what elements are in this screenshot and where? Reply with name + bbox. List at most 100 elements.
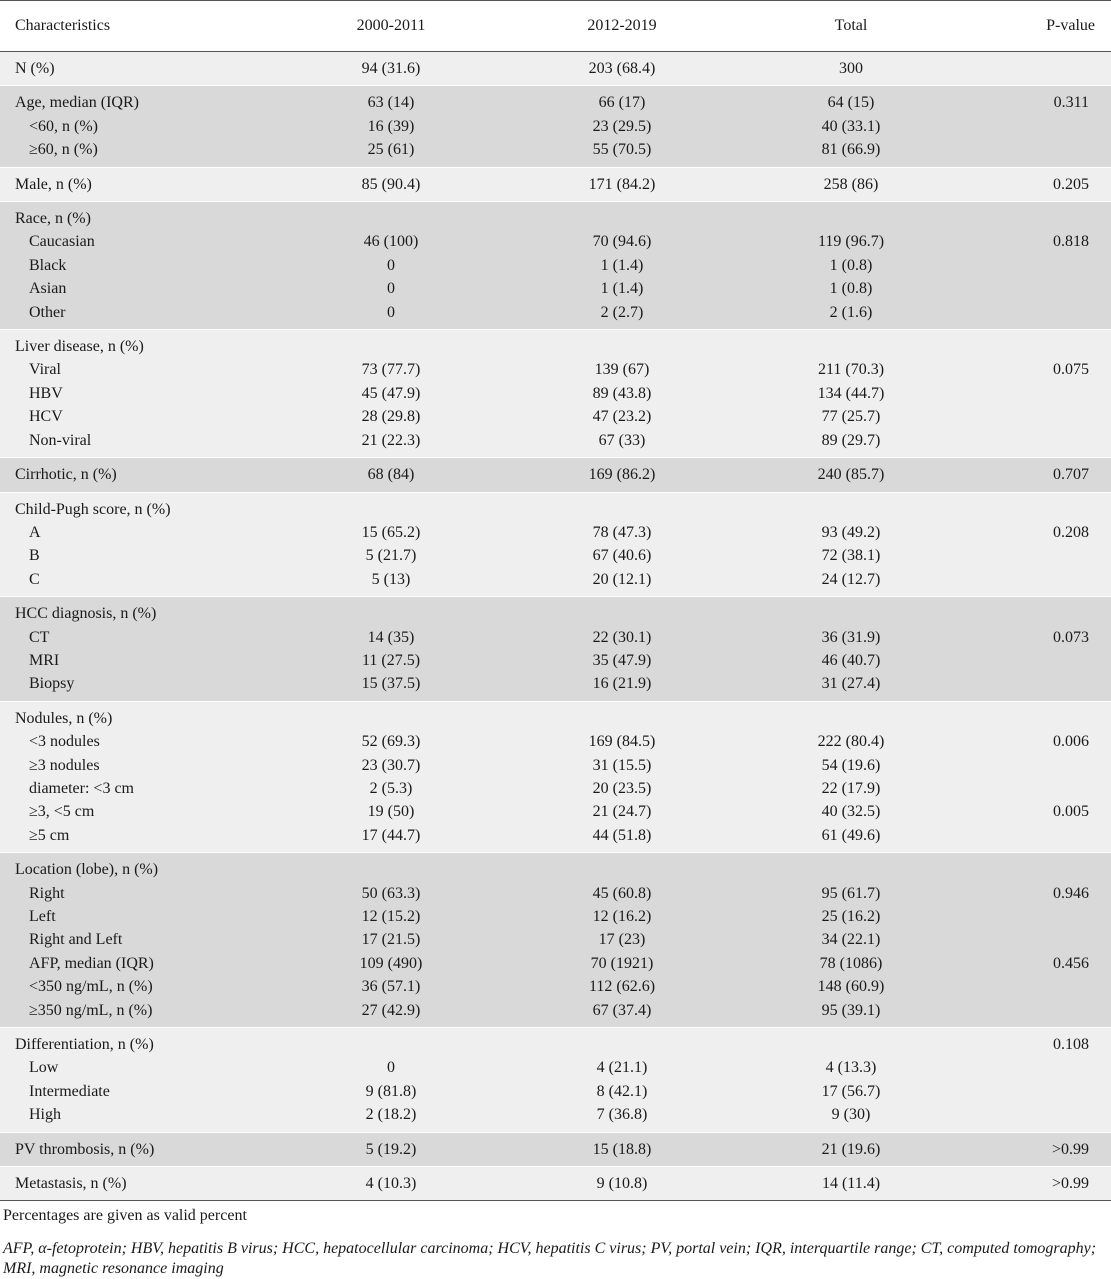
value-2012-2019: 16 (21.9) — [506, 672, 738, 702]
p-value — [964, 329, 1111, 359]
value-2012-2019 — [506, 1027, 738, 1057]
value-total: 134 (44.7) — [738, 381, 964, 406]
value-total: 24 (12.7) — [738, 567, 964, 597]
p-value — [964, 928, 1111, 952]
value-2000-2011: 109 (490) — [276, 951, 506, 976]
value-2012-2019 — [506, 329, 738, 359]
table-row: HCC diagnosis, n (%) — [0, 596, 1111, 626]
value-2000-2011: 45 (47.9) — [276, 381, 506, 406]
value-2012-2019: 67 (37.4) — [506, 998, 738, 1028]
value-2000-2011: 5 (21.7) — [276, 544, 506, 568]
value-2012-2019: 1 (1.4) — [506, 277, 738, 301]
value-2012-2019: 55 (70.5) — [506, 138, 738, 168]
value-2012-2019: 22 (30.1) — [506, 625, 738, 649]
value-2000-2011: 36 (57.1) — [276, 975, 506, 999]
table-row: ≥3 nodules 23 (30.7) 31 (15.5) 54 (19.6) — [0, 753, 1111, 777]
table-row: Race, n (%) — [0, 201, 1111, 231]
value-total: 31 (27.4) — [738, 672, 964, 702]
value-total: 25 (16.2) — [738, 905, 964, 929]
value-2012-2019: 21 (24.7) — [506, 800, 738, 824]
value-2000-2011: 17 (21.5) — [276, 928, 506, 952]
p-value — [964, 596, 1111, 626]
p-value — [964, 905, 1111, 929]
value-2012-2019: 47 (23.2) — [506, 405, 738, 429]
row-label: Intermediate — [0, 1079, 276, 1104]
value-2012-2019: 15 (18.8) — [506, 1131, 738, 1167]
value-total — [738, 491, 964, 521]
header-p-value: P-value — [964, 0, 1111, 52]
value-2000-2011 — [276, 700, 506, 731]
value-2000-2011: 0 — [276, 253, 506, 278]
value-total — [738, 596, 964, 626]
value-2012-2019 — [506, 596, 738, 626]
value-2012-2019: 23 (29.5) — [506, 114, 738, 139]
value-total: 40 (33.1) — [738, 114, 964, 139]
row-label: C — [0, 567, 276, 597]
value-total: 21 (19.6) — [738, 1131, 964, 1167]
row-label: Non-viral — [0, 428, 276, 458]
p-value — [964, 998, 1111, 1028]
table-row: Other 0 2 (2.7) 2 (1.6) — [0, 300, 1111, 330]
value-2000-2011: 5 (19.2) — [276, 1131, 506, 1167]
value-2000-2011: 27 (42.9) — [276, 998, 506, 1028]
value-total: 17 (56.7) — [738, 1079, 964, 1104]
value-2000-2011: 73 (77.7) — [276, 358, 506, 382]
p-value — [964, 428, 1111, 458]
value-2000-2011: 52 (69.3) — [276, 730, 506, 754]
value-2000-2011: 0 — [276, 300, 506, 330]
row-label: Black — [0, 253, 276, 278]
row-label: Cirrhotic, n (%) — [0, 457, 276, 492]
p-value — [964, 300, 1111, 330]
row-label: Caucasian — [0, 230, 276, 254]
p-value — [964, 852, 1111, 882]
row-label: HCV — [0, 405, 276, 429]
value-2000-2011: 4 (10.3) — [276, 1166, 506, 1202]
value-2000-2011: 28 (29.8) — [276, 405, 506, 429]
row-label: Male, n (%) — [0, 166, 276, 202]
value-total: 1 (0.8) — [738, 253, 964, 278]
value-total: 258 (86) — [738, 166, 964, 202]
value-2012-2019: 35 (47.9) — [506, 648, 738, 673]
p-value — [964, 381, 1111, 406]
row-label: diameter: <3 cm — [0, 776, 276, 801]
row-label: Metastasis, n (%) — [0, 1166, 276, 1202]
value-2012-2019: 169 (84.5) — [506, 730, 738, 754]
row-label: MRI — [0, 648, 276, 673]
row-label: Asian — [0, 277, 276, 301]
value-2000-2011: 68 (84) — [276, 457, 506, 492]
value-2012-2019: 112 (62.6) — [506, 975, 738, 999]
header-total: Total — [738, 0, 964, 52]
row-label: Location (lobe), n (%) — [0, 852, 276, 882]
table-row: Left 12 (15.2) 12 (16.2) 25 (16.2) — [0, 905, 1111, 929]
p-value — [964, 1079, 1111, 1104]
table-row: ≥60, n (%) 25 (61) 55 (70.5) 81 (66.9) — [0, 138, 1111, 168]
row-label: Viral — [0, 358, 276, 382]
value-2000-2011 — [276, 329, 506, 359]
value-total: 211 (70.3) — [738, 358, 964, 382]
value-total — [738, 1027, 964, 1057]
row-label: ≥3 nodules — [0, 753, 276, 777]
row-label: Nodules, n (%) — [0, 700, 276, 731]
table-row: diameter: <3 cm 2 (5.3) 20 (23.5) 22 (17.9) — [0, 776, 1111, 801]
value-total: 4 (13.3) — [738, 1056, 964, 1080]
footnote-valid-percent: Percentages are given as valid percent — [3, 1207, 247, 1225]
value-2012-2019: 171 (84.2) — [506, 166, 738, 202]
value-2000-2011: 12 (15.2) — [276, 905, 506, 929]
table-row: Male, n (%) 85 (90.4) 171 (84.2) 258 (86) 0.… — [0, 166, 1111, 202]
p-value — [964, 753, 1111, 777]
value-total: 54 (19.6) — [738, 753, 964, 777]
p-value — [964, 138, 1111, 168]
row-label: HBV — [0, 381, 276, 406]
value-2012-2019: 9 (10.8) — [506, 1166, 738, 1202]
value-2000-2011: 15 (65.2) — [276, 520, 506, 545]
row-label: CT — [0, 625, 276, 649]
value-total: 9 (30) — [738, 1103, 964, 1133]
row-label: ≥3, <5 cm — [0, 800, 276, 824]
value-total: 40 (32.5) — [738, 800, 964, 824]
value-2012-2019: 2 (2.7) — [506, 300, 738, 330]
table-row: Cirrhotic, n (%) 68 (84) 169 (86.2) 240 (85… — [0, 457, 1111, 492]
value-2012-2019: 89 (43.8) — [506, 381, 738, 406]
table-row: N (%) 94 (31.6) 203 (68.4) 300 — [0, 51, 1111, 86]
value-2000-2011: 25 (61) — [276, 138, 506, 168]
row-label: Biopsy — [0, 672, 276, 702]
